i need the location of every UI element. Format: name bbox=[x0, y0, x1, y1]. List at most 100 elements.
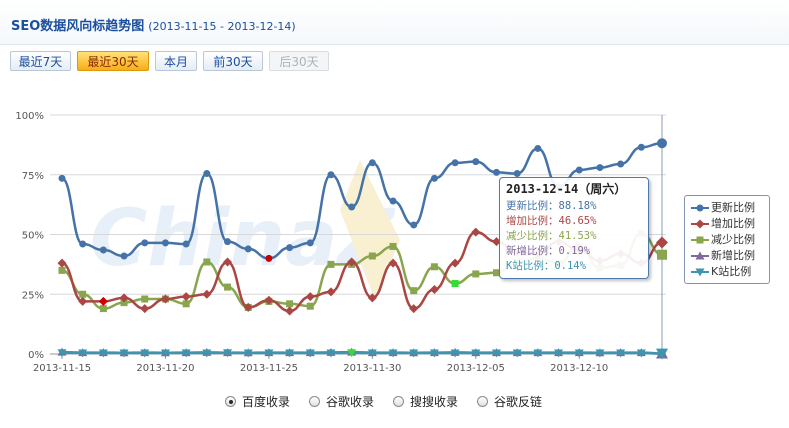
data-point[interactable] bbox=[182, 300, 190, 308]
data-point[interactable] bbox=[306, 302, 314, 310]
data-point[interactable] bbox=[305, 349, 315, 358]
data-point[interactable] bbox=[637, 143, 645, 151]
data-point[interactable] bbox=[327, 260, 335, 268]
data-point[interactable] bbox=[409, 304, 419, 314]
radio-dot-icon[interactable] bbox=[225, 396, 236, 407]
data-point[interactable] bbox=[223, 257, 233, 267]
data-point[interactable] bbox=[450, 349, 460, 358]
data-point[interactable] bbox=[512, 349, 522, 358]
data-point[interactable] bbox=[140, 304, 150, 314]
data-point[interactable] bbox=[285, 306, 295, 316]
previous-30-days-button[interactable]: 前30天 bbox=[203, 51, 263, 71]
data-point[interactable] bbox=[657, 138, 667, 149]
data-point[interactable] bbox=[367, 349, 377, 358]
data-point[interactable] bbox=[492, 168, 500, 176]
next-30-days-button[interactable]: 后30天 bbox=[269, 51, 329, 71]
data-point[interactable] bbox=[574, 349, 584, 358]
data-point[interactable] bbox=[656, 236, 668, 249]
data-point[interactable] bbox=[306, 239, 314, 247]
data-point[interactable] bbox=[491, 237, 501, 247]
data-point[interactable] bbox=[430, 263, 438, 271]
data-point[interactable] bbox=[450, 258, 460, 268]
data-point[interactable] bbox=[224, 283, 232, 291]
data-point[interactable] bbox=[656, 348, 668, 360]
data-point[interactable] bbox=[451, 279, 459, 287]
data-point[interactable] bbox=[430, 174, 438, 182]
data-point[interactable] bbox=[79, 290, 87, 298]
data-point[interactable] bbox=[243, 349, 253, 358]
data-point[interactable] bbox=[348, 203, 356, 211]
data-point[interactable] bbox=[202, 349, 212, 358]
data-point[interactable] bbox=[286, 244, 294, 252]
data-point[interactable] bbox=[326, 287, 336, 297]
data-point[interactable] bbox=[636, 349, 646, 358]
radio-dot-icon[interactable] bbox=[393, 396, 404, 407]
legend-marker[interactable] bbox=[695, 219, 705, 229]
last-30-days-button[interactable]: 最近30天 bbox=[77, 51, 149, 71]
data-point[interactable] bbox=[141, 295, 149, 303]
legend-item[interactable]: 增加比例 bbox=[689, 216, 765, 232]
data-point[interactable] bbox=[182, 240, 190, 248]
data-point[interactable] bbox=[513, 170, 521, 178]
data-point[interactable] bbox=[98, 296, 108, 306]
radio-dot-icon[interactable] bbox=[309, 396, 320, 407]
data-point[interactable] bbox=[554, 349, 564, 358]
radio-google-backlinks[interactable]: 谷歌反链 bbox=[477, 393, 542, 411]
data-point[interactable] bbox=[98, 349, 108, 358]
legend-marker[interactable] bbox=[695, 251, 705, 260]
legend-item[interactable]: 更新比例 bbox=[689, 200, 765, 216]
data-point[interactable] bbox=[224, 238, 232, 246]
data-point[interactable] bbox=[368, 252, 376, 260]
legend-item[interactable]: K站比例 bbox=[689, 264, 765, 280]
data-point[interactable] bbox=[429, 284, 439, 294]
data-point[interactable] bbox=[595, 349, 605, 358]
data-point[interactable] bbox=[203, 170, 211, 178]
data-point[interactable] bbox=[141, 239, 149, 247]
data-point[interactable] bbox=[264, 295, 274, 305]
data-point[interactable] bbox=[388, 349, 398, 358]
legend-marker[interactable] bbox=[696, 204, 704, 212]
data-point[interactable] bbox=[491, 349, 501, 358]
data-point[interactable] bbox=[389, 197, 397, 205]
data-point[interactable] bbox=[120, 252, 128, 260]
data-point[interactable] bbox=[347, 349, 357, 358]
data-point[interactable] bbox=[57, 349, 67, 358]
data-point[interactable] bbox=[203, 258, 211, 266]
data-point[interactable] bbox=[617, 160, 625, 168]
data-point[interactable] bbox=[472, 158, 480, 166]
data-point[interactable] bbox=[285, 349, 295, 358]
data-point[interactable] bbox=[79, 240, 87, 248]
data-point[interactable] bbox=[78, 296, 88, 306]
data-point[interactable] bbox=[181, 349, 191, 358]
legend-item[interactable]: 减少比例 bbox=[689, 232, 765, 248]
data-point[interactable] bbox=[533, 349, 543, 358]
data-point[interactable] bbox=[160, 349, 170, 358]
last-7-days-button[interactable]: 最近7天 bbox=[10, 51, 71, 71]
data-point[interactable] bbox=[596, 164, 604, 172]
data-point[interactable] bbox=[327, 171, 335, 179]
data-point[interactable] bbox=[78, 349, 88, 358]
data-point[interactable] bbox=[181, 292, 191, 302]
data-point[interactable] bbox=[244, 245, 252, 253]
data-point[interactable] bbox=[202, 289, 212, 299]
data-point[interactable] bbox=[368, 159, 376, 167]
data-point[interactable] bbox=[389, 242, 397, 250]
data-point[interactable] bbox=[58, 266, 66, 274]
legend-marker[interactable] bbox=[696, 236, 704, 244]
data-point[interactable] bbox=[99, 305, 107, 313]
data-point[interactable] bbox=[575, 166, 583, 174]
data-point[interactable] bbox=[286, 300, 294, 308]
data-point[interactable] bbox=[119, 293, 129, 303]
data-point[interactable] bbox=[616, 349, 626, 358]
radio-google-index[interactable]: 谷歌收录 bbox=[309, 393, 374, 411]
data-point[interactable] bbox=[305, 292, 315, 302]
this-month-button[interactable]: 本月 bbox=[155, 51, 197, 71]
data-point[interactable] bbox=[451, 159, 459, 167]
data-point[interactable] bbox=[347, 257, 357, 267]
data-point[interactable] bbox=[471, 227, 481, 237]
data-point[interactable] bbox=[223, 349, 233, 358]
data-point[interactable] bbox=[119, 349, 129, 358]
data-point[interactable] bbox=[388, 258, 398, 268]
data-point[interactable] bbox=[160, 294, 170, 304]
trend-chart[interactable]: ChinaZ 0%25%50%75%100% 2013-11-15 2013-11… bbox=[0, 90, 789, 390]
